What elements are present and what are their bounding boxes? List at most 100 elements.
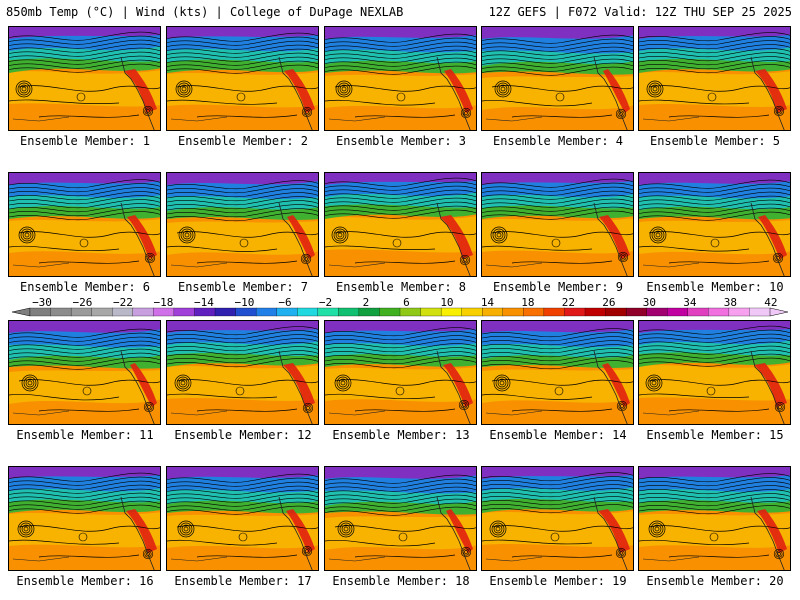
colorbar-swatch [708,307,730,317]
temperature-wind-map [325,27,476,130]
colorbar-swatch [70,307,93,317]
member-label: Ensemble Member: 19 [489,574,627,588]
colorbar-swatch [132,307,154,317]
member-label: Ensemble Member: 5 [649,134,781,148]
colorbar-swatch [399,307,422,317]
temperature-wind-map [325,173,476,276]
ensemble-map-panel [166,172,319,277]
colorbar-tick-label: 10 [440,297,453,309]
temperature-wind-map [325,321,476,424]
colorbar-tick-label: 26 [602,297,615,309]
temperature-wind-map [167,173,318,276]
colorbar-swatch [502,307,524,317]
temperature-wind-map [9,467,160,570]
member-label: Ensemble Member: 12 [174,428,312,442]
colorbar-swatch [194,307,216,317]
colorbar-swatch [605,307,627,317]
colorbar-swatch [482,307,504,317]
title-left: 850mb Temp (°C) | Wind (kts) | College o… [6,5,404,19]
member-label: Ensemble Member: 16 [16,574,154,588]
colorbar-swatch [255,307,278,317]
colorbar-swatch [112,307,134,317]
temperature-wind-map [167,27,318,130]
colorbar-tick-label: −6 [278,297,291,309]
colorbar-swatch [358,307,380,317]
ensemble-map-panel [481,26,634,131]
colorbar-swatch [749,307,771,317]
temperature-wind-map [482,321,633,424]
ensemble-map-panel [166,466,319,571]
temperature-wind-map [639,27,790,130]
colorbar-swatch [173,307,195,317]
member-label: Ensemble Member: 7 [177,280,309,294]
temperature-wind-map [9,27,160,130]
colorbar-swatch [338,307,360,317]
colorbar-swatch [523,307,545,317]
member-label: Ensemble Member: 3 [335,134,467,148]
member-label: Ensemble Member: 9 [492,280,624,294]
temperature-wind-map [639,321,790,424]
member-label: Ensemble Member: 17 [174,574,312,588]
member-label: Ensemble Member: 10 [646,280,784,294]
colorbar-swatch [440,307,463,317]
member-label: Ensemble Member: 4 [492,134,624,148]
ensemble-map-panel [481,466,634,571]
colorbar-swatch [317,307,339,317]
colorbar-tick-label: −22 [113,297,133,309]
colorbar-right-arrow [769,307,789,317]
temperature-wind-map [325,467,476,570]
ensemble-map-panel [8,26,161,131]
colorbar-swatch [379,307,401,317]
member-label: Ensemble Member: 15 [646,428,784,442]
ensemble-map-panel [638,320,791,425]
colorbar-left-arrow [11,307,31,317]
colorbar-tick-label: −10 [235,297,255,309]
temperature-wind-map [639,467,790,570]
colorbar-tick-label: −2 [319,297,332,309]
temperature-wind-map [639,173,790,276]
colorbar-swatch [29,307,52,317]
colorbar-tick-label: 14 [481,297,495,309]
ensemble-map-panel [481,172,634,277]
colorbar-swatch [276,307,298,317]
colorbar-tick-label: 6 [403,297,410,309]
temperature-wind-map [167,321,318,424]
colorbar-swatch [728,307,750,317]
member-label: Ensemble Member: 1 [19,134,151,148]
colorbar-swatch [667,307,689,317]
member-label: Ensemble Member: 14 [489,428,627,442]
ensemble-map-panel [166,26,319,131]
temperature-wind-map [482,173,633,276]
member-label: Ensemble Member: 2 [177,134,309,148]
colorbar-tick-label: 22 [562,297,575,309]
ensemble-map-panel [166,320,319,425]
ensemble-map-panel [8,320,161,425]
member-label: Ensemble Member: 13 [332,428,470,442]
member-label: Ensemble Member: 8 [335,280,467,294]
ensemble-map-panel [324,320,477,425]
colorbar-swatch [584,307,607,317]
colorbar-swatch [420,307,442,317]
ensemble-map-panel [638,466,791,571]
title-right: 12Z GEFS | F072 Valid: 12Z THU SEP 25 20… [488,5,792,19]
colorbar-swatch [687,307,709,317]
colorbar-tick-label: −14 [194,297,214,309]
temperature-wind-map [9,321,160,424]
colorbar-swatch [297,307,319,317]
ensemble-map-panel [481,320,634,425]
temperature-wind-map [482,467,633,570]
temperature-wind-map [9,173,160,276]
ensemble-map-panel [8,466,161,571]
colorbar-tick-label: 38 [724,297,737,309]
colorbar-swatch [50,307,72,317]
ensemble-map-panel [324,26,477,131]
colorbar-tick-label: 30 [643,297,656,309]
colorbar-swatch [214,307,237,317]
header: 850mb Temp (°C) | Wind (kts) | College o… [0,0,800,22]
colorbar-graphic: −30 −26 −22 −18 −14 −10 −6 −2 2 6 10 14 18 22 26 30 34 38… [11,296,789,317]
colorbar-tick-label: 34 [683,297,697,309]
ensemble-map-panel [324,466,477,571]
colorbar-tick-label: 42 [764,297,777,309]
colorbar-tick-label: −30 [32,297,52,309]
colorbar-tick-label: 18 [521,297,534,309]
